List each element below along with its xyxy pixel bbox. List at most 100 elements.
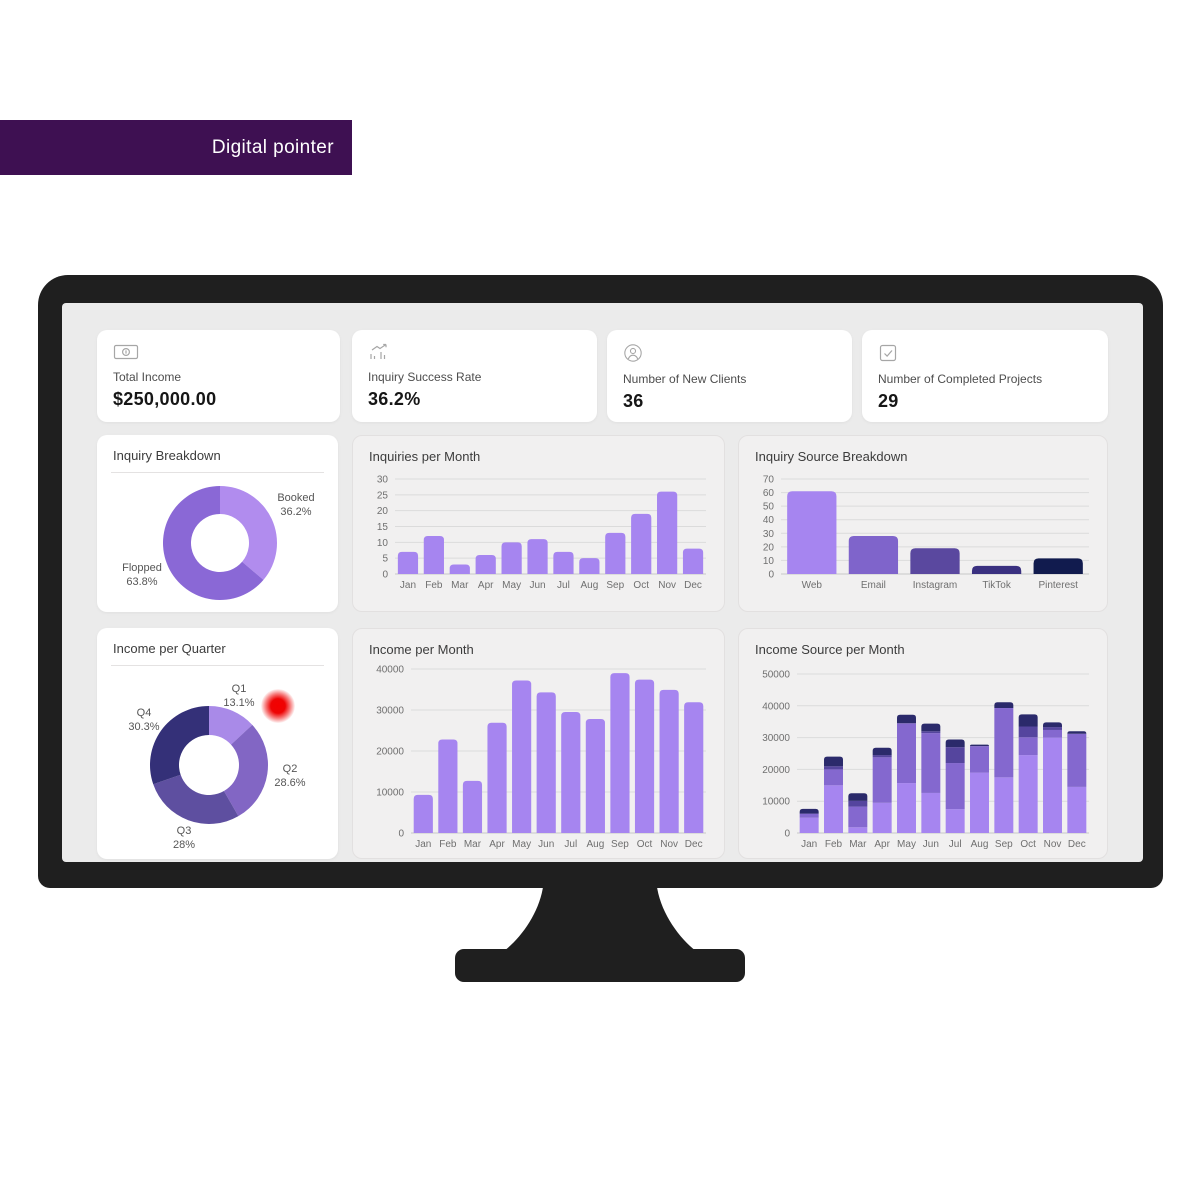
kpi-card-inquiry-success-rate: Inquiry Success Rate 36.2% (352, 330, 597, 422)
svg-text:May: May (897, 839, 916, 850)
svg-text:May: May (502, 580, 521, 591)
growth-chart-icon (368, 343, 581, 361)
digital-pointer-banner: Digital pointer (0, 120, 352, 175)
chart-title: Inquiries per Month (369, 449, 481, 464)
chart-title: Income per Quarter (113, 641, 226, 656)
svg-text:Jul: Jul (557, 580, 570, 591)
svg-text:Jan: Jan (415, 839, 431, 850)
chart-title: Income Source per Month (755, 642, 905, 657)
banknote-icon (113, 343, 324, 361)
svg-text:0: 0 (784, 829, 790, 840)
svg-text:60: 60 (763, 488, 775, 499)
checkbox-icon (878, 343, 1092, 363)
svg-text:Web: Web (802, 580, 823, 591)
svg-text:20: 20 (763, 542, 775, 553)
donut-label-q1: Q1 13.1% (223, 683, 255, 709)
svg-text:Nov: Nov (658, 580, 676, 591)
svg-text:Mar: Mar (451, 580, 469, 591)
kpi-value: $250,000.00 (113, 389, 217, 409)
kpi-value: 36 (623, 391, 644, 411)
svg-text:Feb: Feb (825, 839, 843, 850)
svg-text:40: 40 (763, 515, 775, 526)
svg-text:10: 10 (763, 556, 775, 567)
chart-title: Inquiry Breakdown (113, 448, 221, 463)
donut-label-flopped: Flopped 63.8% (122, 562, 162, 588)
svg-text:Oct: Oct (633, 580, 649, 591)
svg-text:Apr: Apr (874, 839, 890, 850)
svg-text:Apr: Apr (478, 580, 494, 591)
svg-text:70: 70 (763, 475, 775, 486)
svg-text:Jan: Jan (801, 839, 817, 850)
svg-text:Feb: Feb (425, 580, 443, 591)
svg-text:Mar: Mar (849, 839, 867, 850)
income-source-per-month-card: Income Source per Month 0 10000 20000 30000… (738, 628, 1108, 859)
monitor-stand (455, 887, 745, 982)
svg-text:50: 50 (763, 502, 775, 513)
svg-text:0: 0 (768, 570, 774, 581)
svg-text:20: 20 (377, 506, 389, 517)
kpi-label: Inquiry Success Rate (368, 370, 482, 384)
svg-text:20000: 20000 (762, 765, 790, 776)
inquiries-per-month-card: Inquiries per Month 0 5 10 15 20 25 30 Jan Feb Ma… (352, 435, 725, 612)
svg-text:Dec: Dec (1068, 839, 1086, 850)
svg-text:Jul: Jul (564, 839, 577, 850)
inquiry-breakdown-donut (97, 473, 338, 617)
svg-text:Jul: Jul (949, 839, 962, 850)
svg-text:10: 10 (377, 538, 389, 549)
svg-text:Nov: Nov (660, 839, 678, 850)
svg-text:30: 30 (377, 475, 389, 486)
svg-text:Oct: Oct (637, 839, 653, 850)
donut-label-booked: Booked 36.2% (277, 492, 315, 518)
kpi-card-total-income: Total Income $250,000.00 (97, 330, 340, 422)
donut-label-q2: Q2 28.6% (274, 763, 306, 789)
svg-text:Email: Email (861, 580, 886, 591)
svg-text:Feb: Feb (439, 839, 457, 850)
svg-text:Instagram: Instagram (913, 580, 957, 591)
svg-text:30: 30 (763, 529, 775, 540)
svg-text:Aug: Aug (971, 839, 989, 850)
svg-text:10000: 10000 (762, 797, 790, 808)
svg-text:15: 15 (377, 522, 389, 533)
chart-title: Income per Month (369, 642, 474, 657)
kpi-card-new-clients: Number of New Clients 36 (607, 330, 852, 422)
red-pointer-dot (261, 689, 295, 723)
inquiry-source-breakdown-card: Inquiry Source Breakdown 0 10 20 30 40 50 60 70… (738, 435, 1108, 612)
inquiry-source-breakdown-chart: 0 10 20 30 40 50 60 70 Web Email Instagram TikTok Pi… (753, 470, 1095, 615)
svg-text:20000: 20000 (376, 747, 404, 758)
svg-text:10000: 10000 (376, 788, 404, 799)
svg-text:May: May (512, 839, 531, 850)
monitor-frame: Total Income $250,000.00 Inquiry Success… (38, 275, 1163, 888)
title-divider (111, 472, 324, 473)
title-divider (111, 665, 324, 666)
kpi-value: 29 (878, 391, 899, 411)
inquiries-per-month-chart: 0 5 10 15 20 25 30 Jan Feb Mar Apr May Jun Jul Aug Sep O… (367, 470, 712, 615)
svg-text:30000: 30000 (762, 733, 790, 744)
svg-text:Jan: Jan (400, 580, 416, 591)
dashboard-screen: Total Income $250,000.00 Inquiry Success… (62, 303, 1143, 862)
svg-text:Oct: Oct (1020, 839, 1036, 850)
income-source-per-month-chart: 0 10000 20000 30000 40000 50000 Jan Feb Mar Apr Ma… (753, 663, 1095, 862)
svg-text:Nov: Nov (1044, 839, 1062, 850)
svg-text:50000: 50000 (762, 670, 790, 681)
svg-text:Sep: Sep (606, 580, 624, 591)
svg-text:40000: 40000 (762, 701, 790, 712)
kpi-value: 36.2% (368, 389, 421, 409)
kpi-label: Number of Completed Projects (878, 372, 1043, 386)
svg-text:40000: 40000 (376, 665, 404, 676)
svg-text:TikTok: TikTok (982, 580, 1012, 591)
svg-text:Mar: Mar (464, 839, 482, 850)
svg-text:Sep: Sep (611, 839, 629, 850)
banner-label: Digital pointer (211, 137, 334, 158)
svg-text:Aug: Aug (586, 839, 604, 850)
svg-text:Aug: Aug (580, 580, 598, 591)
svg-text:30000: 30000 (376, 706, 404, 717)
svg-text:Apr: Apr (489, 839, 505, 850)
svg-text:Jun: Jun (529, 580, 545, 591)
svg-text:Jun: Jun (538, 839, 554, 850)
income-per-month-chart: 0 10000 20000 30000 40000 Jan Feb Mar Apr May Jun J… (367, 663, 712, 862)
svg-text:Sep: Sep (995, 839, 1013, 850)
donut-label-q4: Q4 30.3% (128, 707, 160, 733)
svg-text:0: 0 (382, 570, 388, 581)
svg-text:25: 25 (377, 490, 389, 501)
svg-text:Pinterest: Pinterest (1038, 580, 1078, 591)
